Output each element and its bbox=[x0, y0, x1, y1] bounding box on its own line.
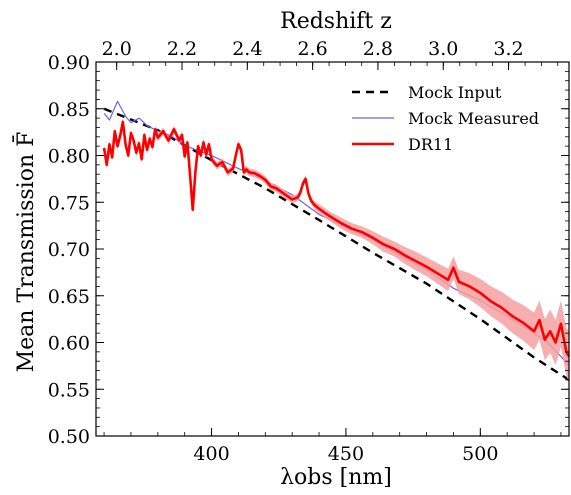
z-tick-label: 2.4 bbox=[232, 38, 262, 60]
z-tick-label: 3.0 bbox=[428, 38, 458, 60]
y-axis-label: Mean Transmission F̄ bbox=[12, 132, 39, 373]
series-line-1 bbox=[103, 100, 570, 367]
legend-label-1: Mock Measured bbox=[408, 109, 539, 128]
y-tick-label: 0.70 bbox=[48, 239, 90, 261]
x-tick-label: 450 bbox=[328, 443, 364, 465]
y-tick-label: 0.85 bbox=[48, 99, 90, 121]
legend: Mock Input Mock Measured DR11 bbox=[352, 83, 539, 154]
y-tick-label: 0.90 bbox=[48, 52, 90, 74]
y-tick-label: 0.65 bbox=[48, 286, 90, 308]
z-tick-label: 2.8 bbox=[363, 38, 393, 60]
y-tick-label: 0.55 bbox=[48, 379, 90, 401]
top-axis-label: Redshift z bbox=[280, 9, 392, 34]
z-tick-label: 2.0 bbox=[102, 38, 132, 60]
y-tick-label: 0.50 bbox=[48, 426, 90, 448]
z-tick-label: 3.2 bbox=[493, 38, 523, 60]
y-tick-label: 0.60 bbox=[48, 333, 90, 355]
ticks-layer: 0.50 0.55 0.60 0.65 0.70 0.75 0.80 0.85 0.90 400 4… bbox=[48, 38, 569, 465]
x-tick-label: 400 bbox=[193, 443, 229, 465]
x-tick-label: 500 bbox=[462, 443, 498, 465]
series-line-2 bbox=[102, 120, 571, 358]
x-axis-label: λobs [nm] bbox=[280, 465, 392, 490]
series-line-0 bbox=[103, 107, 570, 381]
series-band-2 bbox=[104, 118, 569, 382]
y-tick-label: 0.75 bbox=[48, 192, 90, 214]
legend-label-0: Mock Input bbox=[408, 83, 502, 102]
legend-label-2: DR11 bbox=[408, 135, 453, 154]
z-tick-label: 2.2 bbox=[167, 38, 197, 60]
y-tick-label: 0.80 bbox=[48, 146, 90, 168]
plot-layer bbox=[102, 100, 571, 382]
z-tick-label: 2.6 bbox=[298, 38, 328, 60]
